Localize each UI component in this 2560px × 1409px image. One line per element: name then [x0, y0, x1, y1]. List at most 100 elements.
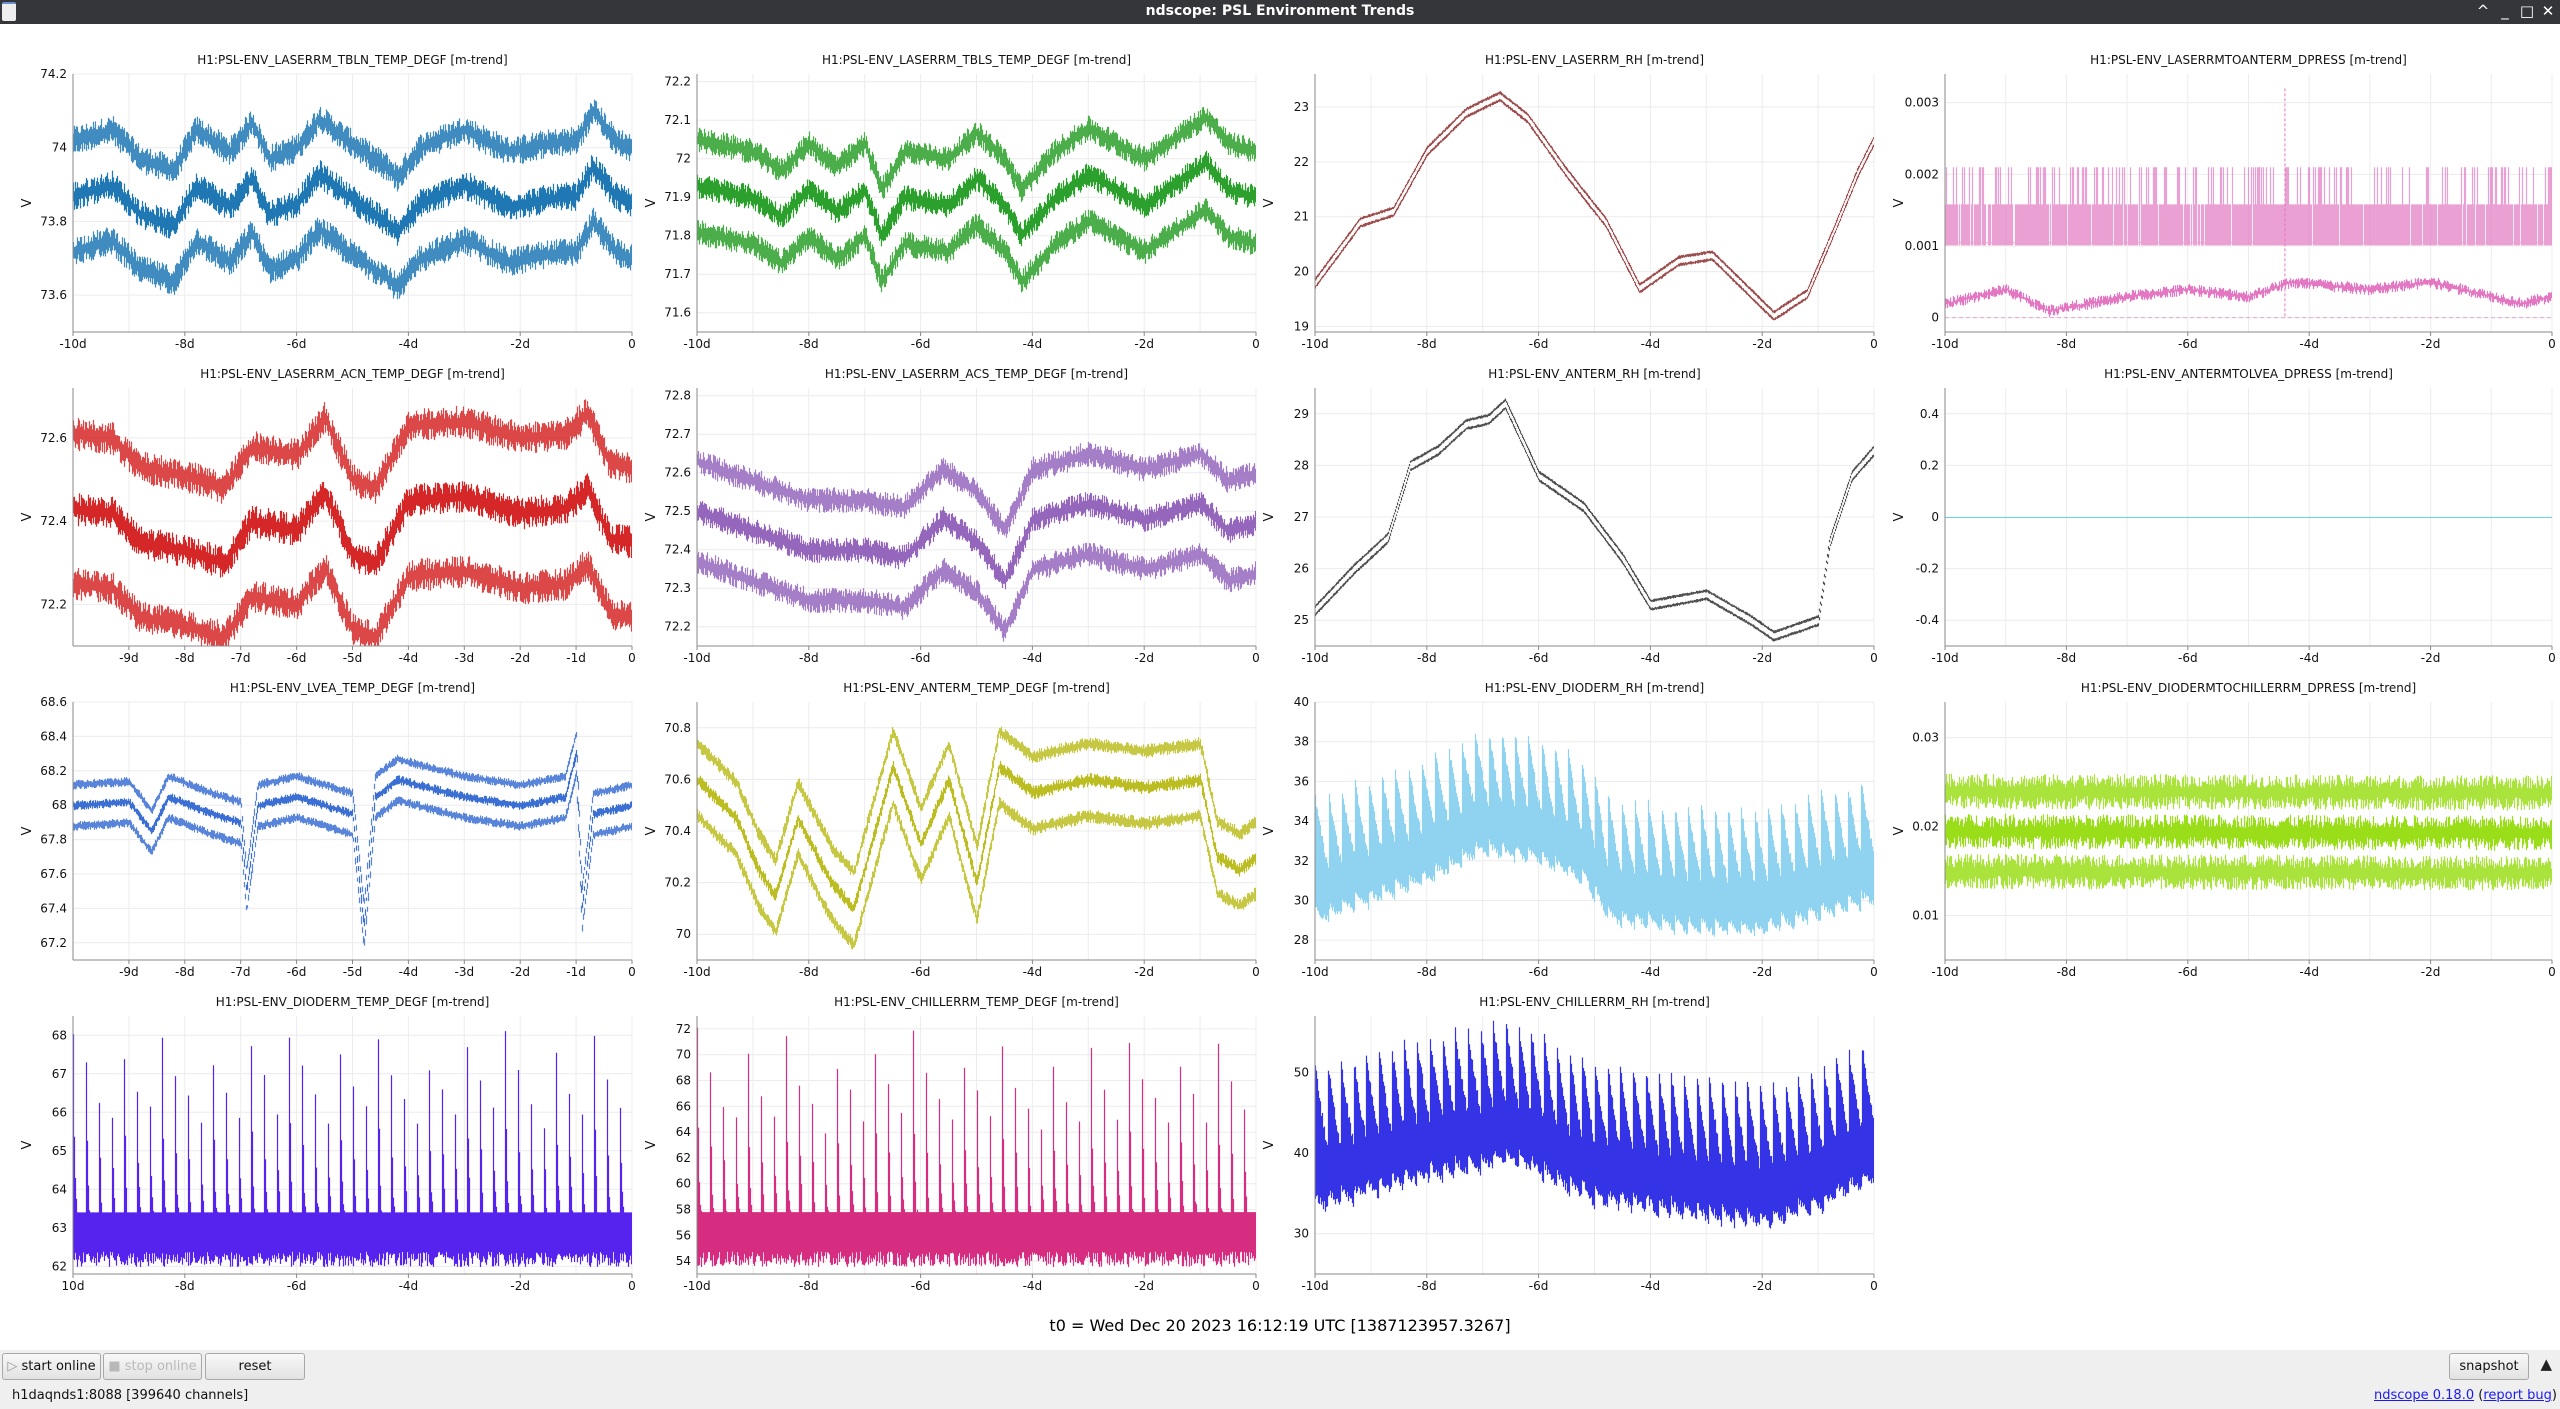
server-status: h1daqnds1:8088 [399640 channels]	[12, 1388, 249, 1403]
trace-group	[1945, 88, 2552, 319]
x-tick-label: -2d	[510, 337, 530, 351]
plot-6[interactable]: H1:PSL-ENV_LASERRM_ACS_TEMP_DEGF [m-tren…	[632, 359, 1264, 673]
trace-max	[1945, 167, 2552, 246]
y-tick-label: 0	[1931, 510, 1939, 524]
y-tick-label: 25	[1294, 613, 1309, 627]
x-tick-label: -10d	[683, 1279, 710, 1293]
plot-7[interactable]: H1:PSL-ENV_ANTERM_RH [m-trend] V 25 26 27 28 2…	[1250, 359, 1882, 673]
x-tick-label: -8d	[2057, 965, 2077, 979]
plot-title: H1:PSL-ENV_ANTERMTOLVEA_DPRESS [m-trend]	[2104, 367, 2393, 381]
plot-svg[interactable]: H1:PSL-ENV_ANTERM_RH [m-trend] V 25 26 27 28 2…	[1250, 359, 1882, 673]
y-tick-label: 72.7	[664, 427, 691, 441]
x-tick-label: -5d	[343, 965, 363, 979]
y-tick-label: 71.6	[664, 306, 691, 320]
plot-svg[interactable]: H1:PSL-ENV_DIODERM_TEMP_DEGF [m-trend] V 6…	[8, 987, 640, 1301]
plot-13[interactable]: H1:PSL-ENV_DIODERM_TEMP_DEGF [m-trend] V 6…	[8, 987, 640, 1301]
keep-above-button[interactable]: ^	[2476, 2, 2490, 20]
x-tick-label: -6d	[911, 337, 931, 351]
plot-svg[interactable]: H1:PSL-ENV_ANTERMTOLVEA_DPRESS [m-trend]…	[1880, 359, 2560, 673]
y-tick-label: 0.4	[1920, 407, 1939, 421]
y-tick-label: 71.9	[664, 190, 691, 204]
x-tick-label: -6d	[911, 1279, 931, 1293]
stop-online-label: stop online	[124, 1359, 197, 1374]
x-tick-label: -10d	[1931, 337, 1958, 351]
plot-15[interactable]: H1:PSL-ENV_CHILLERRM_RH [m-trend] V 30 40 50…	[1250, 987, 1882, 1301]
y-tick-label: 72.6	[664, 466, 691, 480]
x-tick-label: -6d	[287, 965, 307, 979]
x-tick-label: 0	[1870, 1279, 1878, 1293]
plot-12[interactable]: H1:PSL-ENV_DIODERMTOCHILLERRM_DPRESS [m-…	[1880, 673, 2556, 987]
plot-svg[interactable]: H1:PSL-ENV_LASERRM_RH [m-trend] V 19 20 21 22…	[1250, 45, 1882, 359]
plot-svg[interactable]: H1:PSL-ENV_ANTERM_TEMP_DEGF [m-trend] V 70…	[632, 673, 1264, 987]
x-tick-label: 10d	[62, 1279, 85, 1293]
plot-14[interactable]: H1:PSL-ENV_CHILLERRM_TEMP_DEGF [m-trend]…	[632, 987, 1264, 1301]
expand-up-icon[interactable]: ▲	[2540, 1355, 2552, 1373]
plot-title: H1:PSL-ENV_LASERRM_TBLN_TEMP_DEGF [m-tre…	[197, 53, 507, 67]
y-axis-label: V	[20, 1140, 35, 1149]
y-tick-label: 72.2	[664, 75, 691, 89]
plot-10[interactable]: H1:PSL-ENV_ANTERM_TEMP_DEGF [m-trend] V 70…	[632, 673, 1264, 987]
y-tick-label: 0.02	[1912, 820, 1939, 834]
minimize-button[interactable]: _	[2501, 2, 2509, 20]
plot-svg[interactable]: H1:PSL-ENV_CHILLERRM_TEMP_DEGF [m-trend]…	[632, 987, 1264, 1301]
y-tick-label: 70.6	[664, 772, 691, 786]
y-axis-label: V	[644, 512, 659, 521]
y-axis-label: V	[644, 198, 659, 207]
x-tick-label: -4d	[2299, 651, 2319, 665]
plot-2[interactable]: H1:PSL-ENV_LASERRM_TBLS_TEMP_DEGF [m-tre…	[632, 45, 1264, 359]
start-online-button[interactable]: ▷ start online	[2, 1353, 101, 1380]
y-tick-label: 67.2	[40, 936, 67, 950]
x-tick-label: -10d	[1301, 1279, 1328, 1293]
plot-3[interactable]: H1:PSL-ENV_LASERRM_RH [m-trend] V 19 20 21 22…	[1250, 45, 1882, 359]
plot-svg[interactable]: H1:PSL-ENV_LASERRM_ACS_TEMP_DEGF [m-tren…	[632, 359, 1264, 673]
report-bug-link[interactable]: report bug	[2483, 1388, 2552, 1403]
plot-svg[interactable]: H1:PSL-ENV_LASERRM_ACN_TEMP_DEGF [m-tren…	[8, 359, 640, 673]
x-tick-label: -6d	[2178, 965, 2198, 979]
x-tick-label: -2d	[510, 965, 530, 979]
play-icon: ▷	[7, 1359, 22, 1374]
plot-11[interactable]: H1:PSL-ENV_DIODERM_RH [m-trend] V 28 30 32 34…	[1250, 673, 1882, 987]
stop-online-button: ■ stop online	[103, 1353, 202, 1380]
version-link[interactable]: ndscope 0.18.0	[2374, 1388, 2475, 1403]
x-tick-label: -9d	[119, 651, 139, 665]
plot-svg[interactable]: H1:PSL-ENV_LVEA_TEMP_DEGF [m-trend] V 67.2…	[8, 673, 640, 987]
x-tick-label: -3d	[455, 651, 475, 665]
x-tick-label: -8d	[175, 651, 195, 665]
y-axis-label: V	[20, 198, 35, 207]
plot-svg[interactable]: H1:PSL-ENV_DIODERMTOCHILLERRM_DPRESS [m-…	[1880, 673, 2560, 987]
plot-8[interactable]: H1:PSL-ENV_ANTERMTOLVEA_DPRESS [m-trend]…	[1880, 359, 2556, 673]
plot-title: H1:PSL-ENV_DIODERM_RH [m-trend]	[1485, 681, 1704, 695]
plot-9[interactable]: H1:PSL-ENV_LVEA_TEMP_DEGF [m-trend] V 67.2…	[8, 673, 640, 987]
plot-1[interactable]: H1:PSL-ENV_LASERRM_TBLN_TEMP_DEGF [m-tre…	[8, 45, 640, 359]
plot-title: H1:PSL-ENV_LVEA_TEMP_DEGF [m-trend]	[230, 681, 475, 695]
plot-svg[interactable]: H1:PSL-ENV_DIODERM_RH [m-trend] V 28 30 32 34…	[1250, 673, 1882, 987]
y-axis-label: V	[1892, 512, 1907, 521]
x-tick-label: -10d	[1301, 965, 1328, 979]
y-tick-label: 74.2	[40, 67, 67, 81]
y-tick-label: 72.6	[40, 431, 67, 445]
y-tick-label: 71.8	[664, 229, 691, 243]
plot-title: H1:PSL-ENV_CHILLERRM_RH [m-trend]	[1479, 995, 1710, 1009]
reset-button[interactable]: reset	[205, 1353, 305, 1380]
plot-5[interactable]: H1:PSL-ENV_LASERRM_ACN_TEMP_DEGF [m-tren…	[8, 359, 640, 673]
y-tick-label: 60	[676, 1177, 691, 1191]
plot-4[interactable]: H1:PSL-ENV_LASERRMTOANTERM_DPRESS [m-tre…	[1880, 45, 2556, 359]
x-tick-label: -4d	[1023, 1279, 1043, 1293]
x-tick-label: -8d	[1417, 965, 1437, 979]
x-tick-label: -4d	[399, 337, 419, 351]
y-tick-label: 54	[676, 1254, 691, 1268]
y-tick-label: 40	[1294, 1146, 1309, 1160]
plot-svg[interactable]: H1:PSL-ENV_LASERRM_TBLN_TEMP_DEGF [m-tre…	[8, 45, 640, 359]
plot-svg[interactable]: H1:PSL-ENV_LASERRM_TBLS_TEMP_DEGF [m-tre…	[632, 45, 1264, 359]
x-tick-label: 0	[1252, 965, 1260, 979]
y-tick-label: 67	[52, 1067, 67, 1081]
close-button[interactable]: ✕	[2541, 2, 2555, 20]
trace-band-1	[1945, 517, 2552, 518]
y-tick-label: 70.4	[664, 824, 691, 838]
plot-title: H1:PSL-ENV_CHILLERRM_TEMP_DEGF [m-trend]	[834, 995, 1119, 1009]
trace-group	[1945, 773, 2552, 891]
plot-svg[interactable]: H1:PSL-ENV_LASERRMTOANTERM_DPRESS [m-tre…	[1880, 45, 2560, 359]
snapshot-button[interactable]: snapshot	[2449, 1353, 2529, 1380]
plot-svg[interactable]: H1:PSL-ENV_CHILLERRM_RH [m-trend] V 30 40 50…	[1250, 987, 1882, 1301]
maximize-button[interactable]: □	[2519, 2, 2535, 20]
